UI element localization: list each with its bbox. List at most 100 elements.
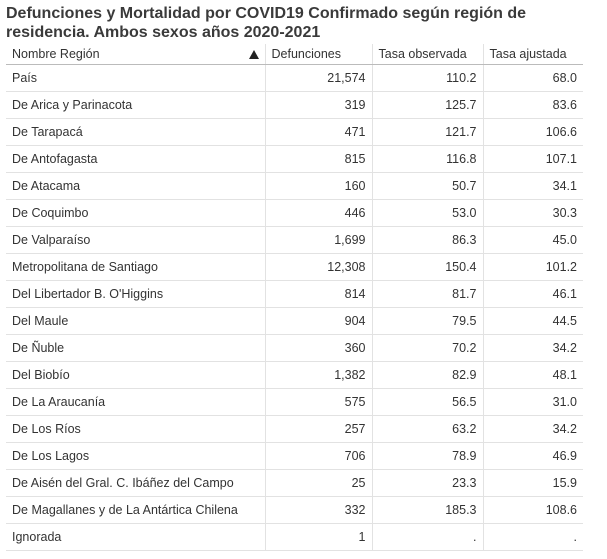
- numeric-cell: 360: [264, 334, 372, 362]
- table-row: De Tarapacá 471 121.7 106.6: [6, 118, 583, 146]
- numeric-cell: 110.2: [371, 64, 483, 92]
- table-row: De Atacama 160 50.7 34.1: [6, 172, 583, 200]
- numeric-cell: 50.7: [371, 172, 483, 200]
- numeric-cell: 44.5: [482, 307, 583, 335]
- region-cell: De Tarapacá: [6, 118, 265, 146]
- numeric-cell: 1,382: [264, 361, 372, 389]
- title: Defunciones y Mortalidad por COVID19 Con…: [6, 5, 527, 41]
- numeric-cell: 81.7: [371, 280, 483, 308]
- numeric-cell: 31.0: [482, 388, 583, 416]
- numeric-cell: 12,308: [264, 253, 372, 281]
- table-row: De La Araucanía 575 56.5 31.0: [6, 388, 583, 416]
- numeric-cell: 160: [264, 172, 372, 200]
- data-table: Nombre Región Defunciones Tasa observada Ta…: [6, 44, 583, 551]
- numeric-cell: 185.3: [371, 496, 483, 524]
- numeric-cell: 332: [264, 496, 372, 524]
- column-header[interactable]: Tasa ajustada: [482, 44, 583, 65]
- numeric-cell: 79.5: [371, 307, 483, 335]
- numeric-cell: 106.6: [482, 118, 583, 146]
- region-cell: Del Maule: [6, 307, 265, 335]
- table-row: De Valparaíso 1,699 86.3 45.0: [6, 226, 583, 254]
- table-row: Ignorada 1..: [6, 523, 583, 551]
- table-row: De Coquimbo 446 53.0 30.3: [6, 199, 583, 227]
- numeric-cell: 83.6: [482, 91, 583, 119]
- table-row: País 21,574 110.2 68.0: [6, 64, 583, 92]
- numeric-cell: 48.1: [482, 361, 583, 389]
- region-cell: De Aisén del Gral. C. Ibáñez del Campo: [6, 469, 265, 497]
- numeric-cell: 121.7: [371, 118, 483, 146]
- numeric-cell: 34.2: [482, 334, 583, 362]
- numeric-cell: 23.3: [371, 469, 483, 497]
- numeric-cell: 53.0: [371, 199, 483, 227]
- numeric-cell: 46.9: [482, 442, 583, 470]
- region-cell: De Atacama: [6, 172, 265, 200]
- region-cell: Del Biobío: [6, 361, 265, 389]
- table-row: De Arica y Parinacota 319 125.7 83.6: [6, 91, 583, 119]
- column-header[interactable]: Tasa observada: [371, 44, 483, 65]
- numeric-cell: 63.2: [371, 415, 483, 443]
- numeric-cell: 30.3: [482, 199, 583, 227]
- numeric-cell: 86.3: [371, 226, 483, 254]
- numeric-cell: .: [371, 523, 483, 551]
- numeric-cell: 46.1: [482, 280, 583, 308]
- column-header-label: Tasa observada: [378, 47, 467, 61]
- column-header[interactable]: Defunciones: [264, 44, 372, 65]
- numeric-cell: 150.4: [371, 253, 483, 281]
- numeric-cell: 575: [264, 388, 372, 416]
- region-cell: Metropolitana de Santiago: [6, 253, 265, 281]
- column-header-label: Nombre Región: [12, 47, 100, 61]
- table-body: País 21,574 110.2 68.0 De Arica y Parinacota…: [6, 64, 583, 551]
- table-row: De Los Ríos 257 63.2 34.2: [6, 415, 583, 443]
- numeric-cell: 45.0: [482, 226, 583, 254]
- numeric-cell: 446: [264, 199, 372, 227]
- numeric-cell: 814: [264, 280, 372, 308]
- table-row: Del Maule 904 79.5 44.5: [6, 307, 583, 335]
- numeric-cell: 257: [264, 415, 372, 443]
- numeric-cell: 70.2: [371, 334, 483, 362]
- table-row: Del Biobío 1,382 82.9 48.1: [6, 361, 583, 389]
- region-cell: De Ñuble: [6, 334, 265, 362]
- region-cell: Del Libertador B. O'Higgins: [6, 280, 265, 308]
- region-cell: De La Araucanía: [6, 388, 265, 416]
- numeric-cell: 108.6: [482, 496, 583, 524]
- column-header[interactable]: Nombre Región: [6, 44, 265, 65]
- table-row: De Antofagasta 815 116.8 107.1: [6, 145, 583, 173]
- header-row: Nombre Región Defunciones Tasa observada Ta…: [6, 44, 583, 65]
- numeric-cell: 15.9: [482, 469, 583, 497]
- numeric-cell: 34.2: [482, 415, 583, 443]
- region-cell: De Coquimbo: [6, 199, 265, 227]
- table-row: De Aisén del Gral. C. Ibáñez del Campo 25…: [6, 469, 583, 497]
- numeric-cell: .: [482, 523, 583, 551]
- column-header-label: Tasa ajustada: [489, 47, 567, 61]
- table-row: De Los Lagos 706 78.9 46.9: [6, 442, 583, 470]
- numeric-cell: 34.1: [482, 172, 583, 200]
- numeric-cell: 56.5: [371, 388, 483, 416]
- region-cell: De Magallanes y de La Antártica Chilena: [6, 496, 265, 524]
- numeric-cell: 101.2: [482, 253, 583, 281]
- region-cell: Ignorada: [6, 523, 265, 551]
- numeric-cell: 125.7: [371, 91, 483, 119]
- sort-icon[interactable]: [248, 50, 259, 59]
- numeric-cell: 68.0: [482, 64, 583, 92]
- numeric-cell: 82.9: [371, 361, 483, 389]
- table-row: Del Libertador B. O'Higgins 814 81.7 46.1: [6, 280, 583, 308]
- sort-arrow: [248, 50, 259, 59]
- region-cell: País: [6, 64, 265, 92]
- numeric-cell: 319: [264, 91, 372, 119]
- numeric-cell: 25: [264, 469, 372, 497]
- region-cell: De Los Lagos: [6, 442, 265, 470]
- numeric-cell: 706: [264, 442, 372, 470]
- numeric-cell: 904: [264, 307, 372, 335]
- numeric-cell: 815: [264, 145, 372, 173]
- numeric-cell: 107.1: [482, 145, 583, 173]
- table-row: De Magallanes y de La Antártica Chilena 3…: [6, 496, 583, 524]
- numeric-cell: 116.8: [371, 145, 483, 173]
- numeric-cell: 1: [264, 523, 372, 551]
- numeric-cell: 1,699: [264, 226, 372, 254]
- numeric-cell: 21,574: [264, 64, 372, 92]
- region-cell: De Los Ríos: [6, 415, 265, 443]
- region-cell: De Antofagasta: [6, 145, 265, 173]
- numeric-cell: 78.9: [371, 442, 483, 470]
- region-cell: De Arica y Parinacota: [6, 91, 265, 119]
